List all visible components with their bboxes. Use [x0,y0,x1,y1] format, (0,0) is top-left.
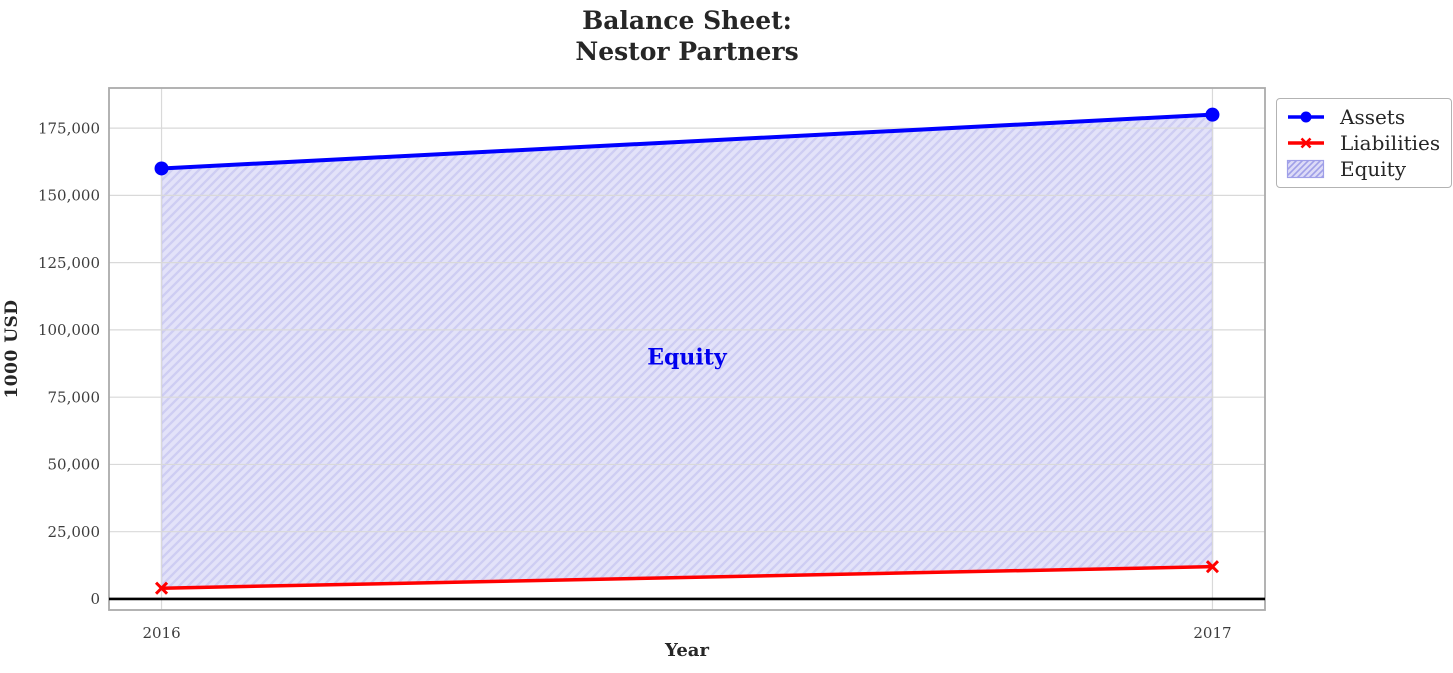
equity-annotation: Equity [647,345,728,371]
chart-title-line-2: Nestor Partners [575,37,799,66]
y-tick-label: 100,000 [38,321,100,339]
assets-marker [154,161,169,176]
x-tick-label: 2016 [142,624,180,642]
legend-item-liabilities: Liabilities [1286,131,1442,155]
legend-item-assets: Assets [1286,105,1442,129]
liabilities-line [161,564,1213,590]
assets-marker [1205,107,1220,122]
y-tick-label: 125,000 [38,254,100,272]
legend-item-equity: Equity [1286,157,1442,181]
legend: Assets Liabilities Equity [1276,98,1452,188]
plot-frame [108,87,1266,611]
chart-title: Balance Sheet: Nestor Partners [109,5,1265,67]
legend-label-liabilities: Liabilities [1340,131,1441,155]
y-tick-label: 50,000 [48,456,101,474]
equity-patch-sample-icon [1286,159,1326,179]
liabilities-marker [154,581,169,595]
y-tick-label: 75,000 [48,388,101,406]
y-axis-label: 1000 USD [2,299,22,399]
assets-line-sample-icon [1286,107,1326,127]
legend-label-assets: Assets [1340,105,1406,129]
liabilities-line-sample-icon [1286,133,1326,153]
chart-title-line-1: Balance Sheet: [582,6,792,35]
x-tick-label: 2017 [1193,624,1231,642]
y-tick-label: 150,000 [38,187,100,205]
liabilities-marker [1205,560,1220,574]
y-tick-label: 0 [90,590,100,608]
y-tick-label: 25,000 [48,523,101,541]
x-axis-label: Year [665,640,709,661]
assets-line [161,112,1213,171]
legend-label-equity: Equity [1340,157,1407,181]
y-tick-label: 175,000 [38,119,100,137]
